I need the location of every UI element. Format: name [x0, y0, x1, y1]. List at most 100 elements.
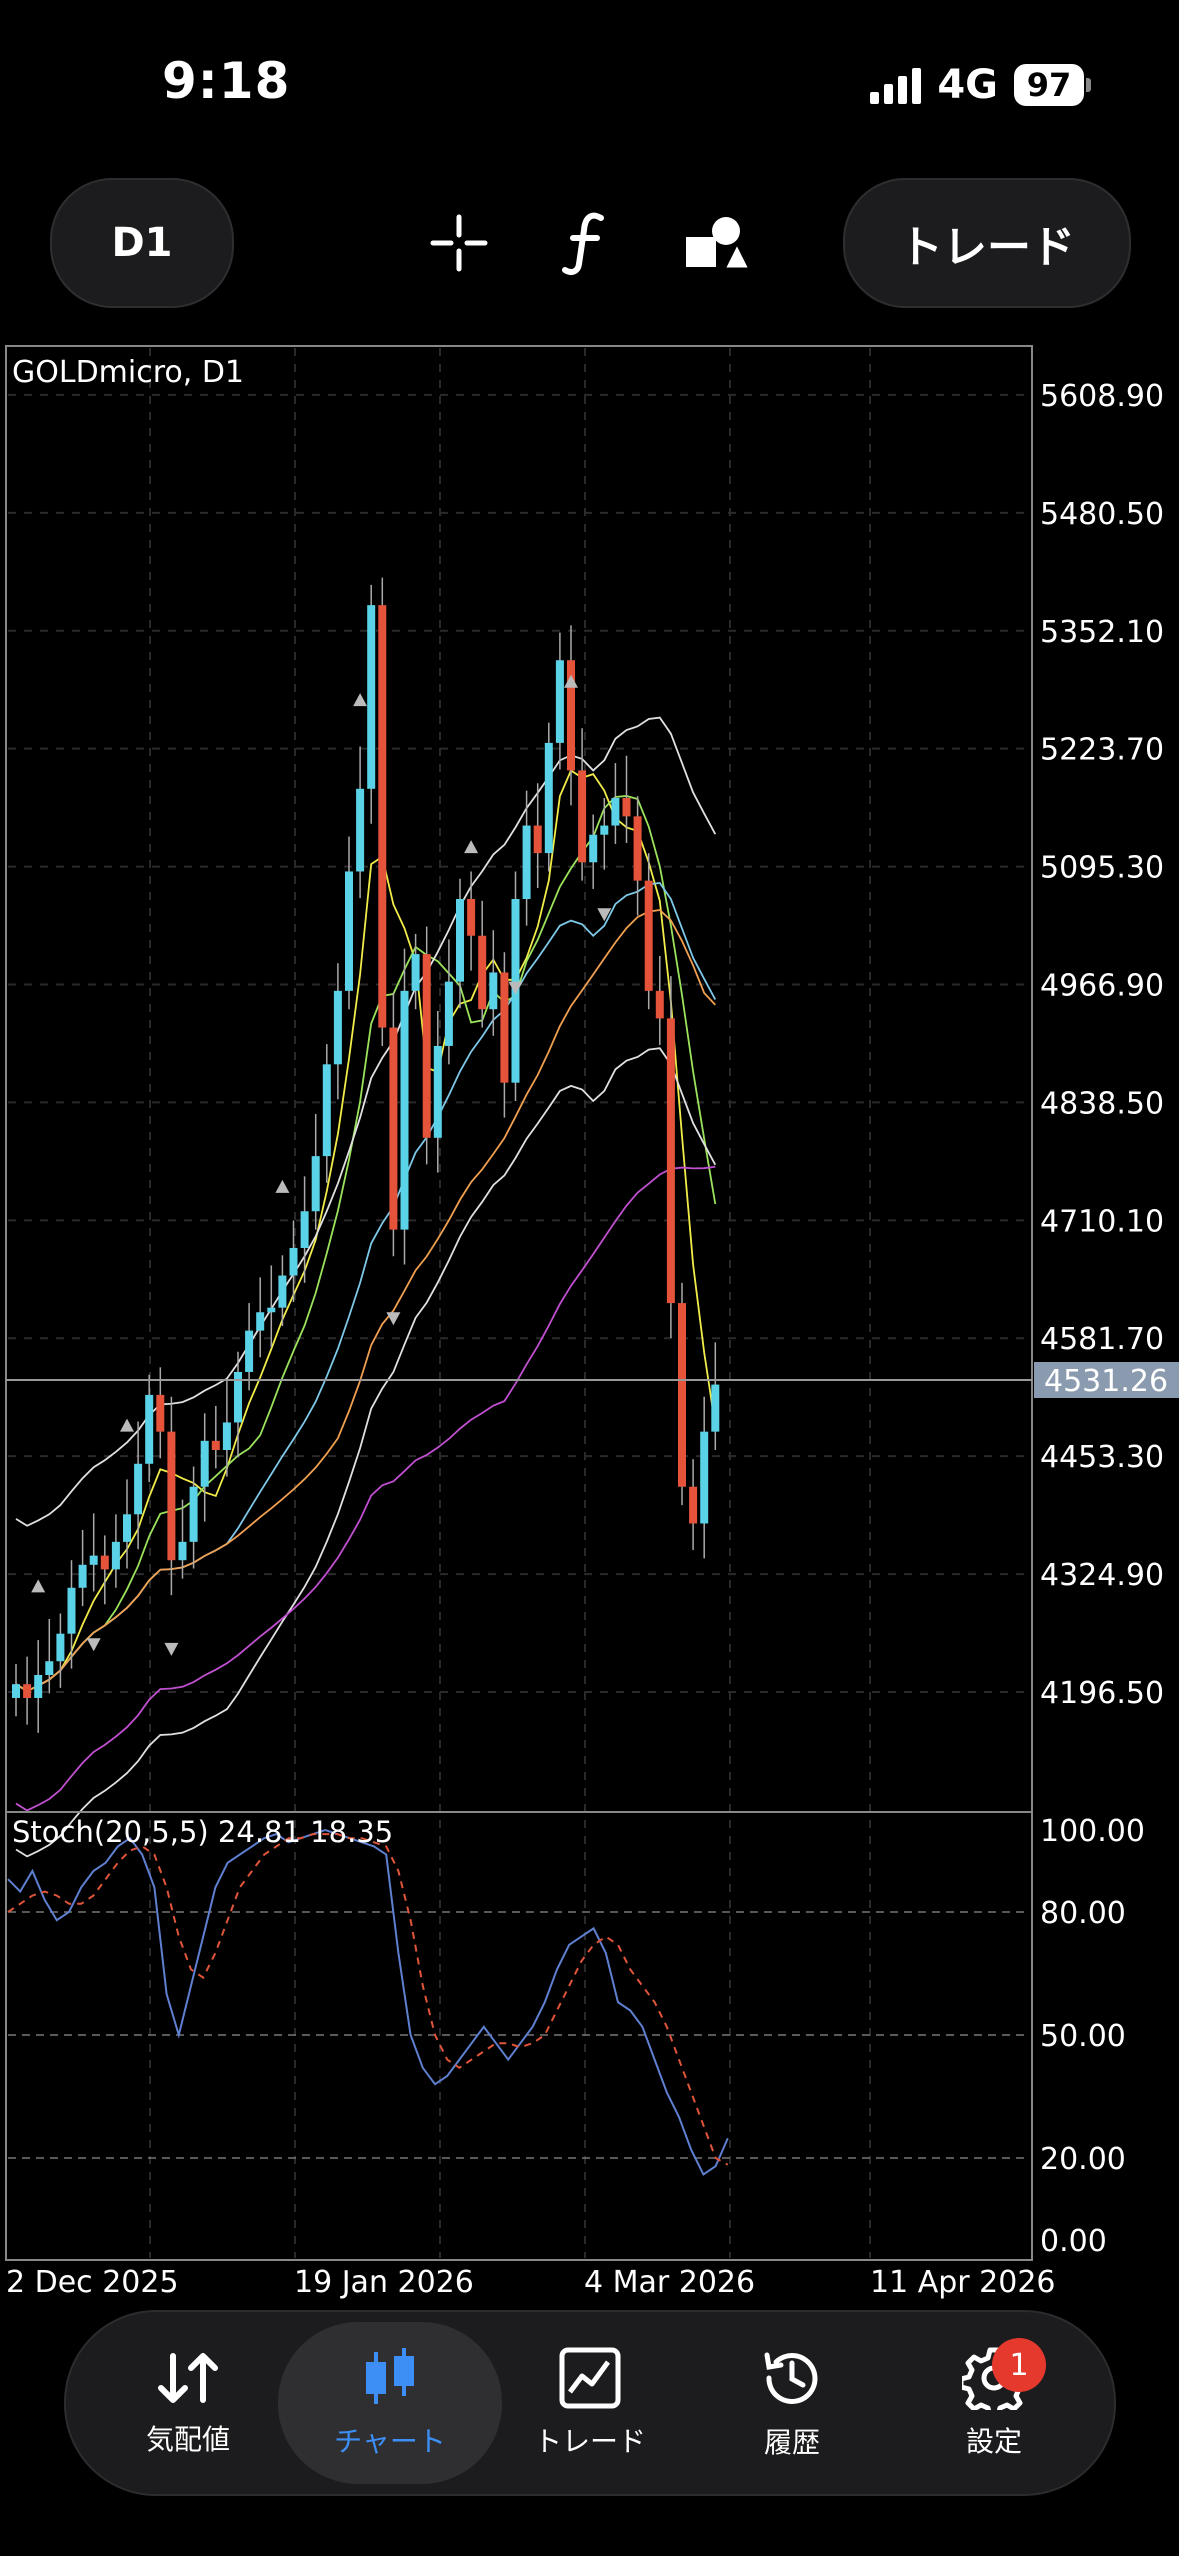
function-icon[interactable]: [552, 208, 622, 278]
candle-body: [200, 1440, 209, 1487]
stochastic-lines: [7, 1828, 1030, 2176]
band-upper-line: [15, 716, 717, 1527]
stoch-pane-frame: [5, 1811, 1033, 2261]
tab-chart[interactable]: チャート: [278, 2322, 502, 2484]
candle-body: [145, 1394, 154, 1464]
date-axis: 2 Dec 2025 19 Jan 2026 4 Mar 2026 11 Apr 20…: [6, 2265, 1056, 2300]
fractal-down-marker: [508, 981, 523, 995]
candle-body: [433, 1045, 442, 1138]
tab-quotes[interactable]: 気配値: [88, 2312, 288, 2494]
candle-body: [400, 990, 409, 1230]
candle-body: [267, 1307, 276, 1313]
candle-body: [12, 1684, 20, 1698]
candle-body: [655, 990, 664, 1019]
tab-history[interactable]: 履歴: [692, 2312, 892, 2494]
candle-body: [222, 1422, 231, 1451]
candle-body: [489, 972, 498, 1010]
ma-line-blue: [15, 881, 717, 1693]
candle-body: [300, 1211, 309, 1248]
tab-label: トレード: [533, 2425, 646, 2458]
candle-body: [167, 1431, 176, 1561]
stoch-tick-label: 80.00: [1040, 1896, 1126, 1931]
symbol-label: GOLDmicro, D1: [12, 355, 244, 390]
candle-body: [600, 825, 609, 835]
ma-line-yellow: [15, 769, 717, 1693]
fractal-up-marker: [31, 1579, 46, 1593]
candle-body: [500, 972, 509, 1083]
candle-body: [289, 1247, 298, 1276]
candle-body: [411, 954, 420, 991]
candle-body: [522, 825, 531, 900]
price-tick-label: 4966.90: [1040, 969, 1164, 1004]
chart-canvas[interactable]: 4531.26 GOLDmicro, D1 Stoch(20,5,5) 24.8…: [0, 342, 1179, 2302]
candle-body: [256, 1312, 265, 1331]
tab-settings[interactable]: 設定 1: [894, 2312, 1094, 2494]
timeframe-button[interactable]: D1: [50, 178, 234, 308]
date-tick-label: 2 Dec 2025: [6, 2265, 179, 2300]
candle-body: [700, 1431, 709, 1524]
candle-body: [378, 605, 387, 1028]
price-tick-label: 5608.90: [1040, 379, 1164, 414]
fractal-down-marker: [86, 1638, 101, 1652]
candle-body: [123, 1514, 131, 1542]
candle-body: [567, 660, 575, 771]
fractal-up-marker: [353, 693, 368, 707]
candle-body: [633, 816, 642, 881]
tab-label: 気配値: [145, 2423, 230, 2456]
tab-label: 設定: [965, 2425, 1022, 2458]
network-label: 4G: [937, 62, 998, 108]
current-price-label: 4531.26: [1044, 1364, 1168, 1399]
price-tick-label: 5095.30: [1040, 851, 1164, 886]
candle-body: [23, 1684, 32, 1698]
ma-line-orange: [15, 909, 716, 1693]
candle-body: [666, 1018, 675, 1304]
tab-label: 履歴: [763, 2426, 820, 2459]
candle-body: [45, 1661, 54, 1676]
tab-trade[interactable]: トレード: [490, 2312, 690, 2494]
tab-label: チャート: [334, 2425, 446, 2458]
candle-body: [245, 1330, 254, 1372]
stoch-tick-label: 0.00: [1040, 2224, 1107, 2259]
signal-icon: [870, 66, 922, 104]
price-tick-label: 4324.90: [1040, 1558, 1164, 1593]
candle-body: [356, 788, 365, 872]
trade-button[interactable]: トレード: [843, 178, 1131, 308]
candle-body: [555, 660, 564, 743]
candle-body: [689, 1486, 698, 1524]
fractal-markers: [31, 674, 612, 1656]
fractal-up-marker: [564, 674, 578, 688]
stoch-signal-line: [7, 1833, 729, 2166]
ma-line-green: [15, 795, 717, 1693]
stoch-axis: 100.00 80.00 50.00 20.00 0.00: [1040, 1814, 1145, 2259]
candle-body: [611, 797, 620, 826]
fractal-down-marker: [386, 1312, 401, 1326]
candle-body: [467, 899, 476, 936]
objects-icon[interactable]: [682, 208, 752, 278]
candle-body: [189, 1486, 198, 1542]
price-tick-label: 4196.50: [1040, 1676, 1164, 1711]
ma-line-purple: [15, 1165, 716, 1812]
price-tick-label: 4710.10: [1040, 1204, 1164, 1239]
stoch-tick-label: 20.00: [1040, 2142, 1126, 2177]
date-tick-label: 4 Mar 2026: [584, 2265, 755, 2300]
candle-body: [678, 1303, 686, 1487]
candle-body: [456, 899, 464, 982]
trade-graph-icon: [559, 2347, 621, 2409]
candle-body: [100, 1555, 109, 1570]
status-icons: 4G 97: [870, 62, 1091, 108]
crosshair-icon[interactable]: [424, 208, 494, 278]
price-chart[interactable]: 4531.26 GOLDmicro, D1 Stoch(20,5,5) 24.8…: [0, 342, 1179, 2302]
candle-body: [533, 825, 542, 854]
candle-body: [156, 1394, 165, 1432]
candle-body: [134, 1463, 143, 1515]
price-tick-label: 4838.50: [1040, 1086, 1164, 1121]
candle-body: [78, 1564, 87, 1588]
battery-icon: 97: [1014, 64, 1091, 106]
date-tick-label: 11 Apr 2026: [870, 2265, 1056, 2300]
status-time: 9:18: [162, 52, 291, 110]
timeframe-label: D1: [111, 220, 173, 266]
candle-body: [622, 797, 631, 817]
price-tick-label: 4453.30: [1040, 1440, 1164, 1475]
candle-body: [367, 605, 376, 789]
candles: [12, 577, 720, 1733]
